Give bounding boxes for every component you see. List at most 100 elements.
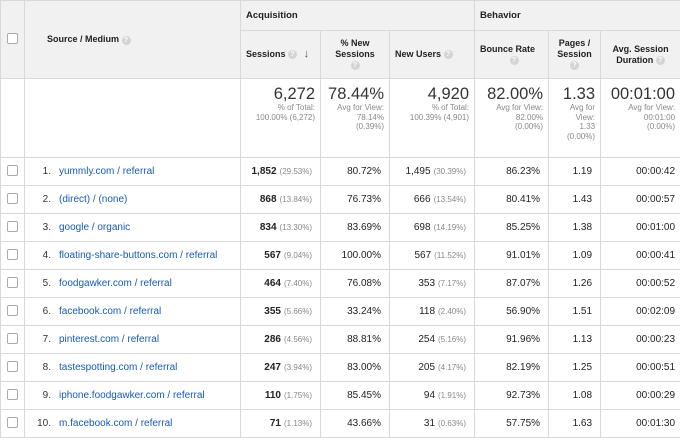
source-medium-link[interactable]: foodgawker.com / referral	[59, 278, 172, 289]
row-bounce-rate: 56.90%	[474, 297, 550, 326]
avg-duration-header[interactable]: Avg. Session Duration ?	[600, 30, 680, 79]
totals-sub: Avg for View:	[628, 103, 676, 112]
source-medium-link[interactable]: facebook.com / referral	[59, 306, 162, 317]
new-users-header[interactable]: New Users ?	[388, 30, 476, 79]
sessions-value: 355	[264, 306, 281, 317]
table-row: 7. pinterest.com / referral 286 (4.56%) 88…	[0, 325, 680, 354]
row-checkbox[interactable]	[7, 220, 18, 232]
totals-sub: Avg for	[569, 103, 596, 112]
sessions-pct: (3.94%)	[283, 363, 312, 372]
row-sessions: 355 (5.66%)	[240, 297, 321, 326]
source-medium-link[interactable]: yummly.com / referral	[59, 166, 155, 177]
row-avg-duration: 00:00:29	[600, 381, 680, 410]
help-icon[interactable]: ?	[288, 50, 298, 60]
new-users-value: 118	[419, 306, 436, 317]
source-medium-link[interactable]: (direct) / (none)	[59, 194, 128, 205]
totals-sub: (0.00%)	[515, 122, 544, 131]
table-row: 1. yummly.com / referral 1,852 (29.53%) 80…	[0, 157, 680, 186]
row-checkbox[interactable]	[7, 248, 18, 260]
totals-sub: 1.33	[579, 122, 596, 131]
totals-new-users: 4,920 % of Total: 100.39% (4,901)	[388, 78, 476, 158]
totals-avg-duration-value: 00:01:00	[610, 85, 676, 103]
new-users-value: 698	[413, 222, 431, 233]
totals-sessions-value: 6,272	[273, 85, 315, 103]
new-users-value: 205	[418, 362, 436, 373]
row-index: 5.	[42, 278, 51, 289]
row-sessions: 71 (1.13%)	[240, 409, 321, 438]
source-medium-link[interactable]: google / organic	[59, 222, 131, 233]
totals-pct-new: 78.44% Avg for View: 78.14% (0.39%)	[320, 78, 390, 158]
row-pages-session: 1.38	[548, 213, 602, 242]
help-icon[interactable]: ?	[121, 35, 131, 45]
help-icon[interactable]: ?	[509, 55, 519, 65]
sort-down-icon[interactable]: ↓	[303, 48, 310, 60]
row-new-users: 94 (1.91%)	[388, 381, 476, 410]
help-icon[interactable]: ?	[655, 55, 665, 65]
row-checkbox-cell	[0, 157, 25, 186]
row-checkbox[interactable]	[7, 276, 18, 288]
row-checkbox[interactable]	[7, 388, 18, 400]
source-medium-link[interactable]: tastespotting.com / referral	[59, 362, 178, 373]
row-bounce-rate: 82.19%	[474, 353, 550, 382]
table-row: 10. m.facebook.com / referral 71 (1.13%) 4…	[0, 409, 680, 438]
row-pages-session: 1.63	[548, 409, 602, 438]
new-users-pct: (13.54%)	[433, 195, 467, 204]
row-checkbox-cell	[0, 213, 25, 242]
new-users-pct: (4.17%)	[438, 363, 467, 372]
row-checkbox[interactable]	[7, 416, 18, 428]
row-avg-duration: 00:00:51	[600, 353, 680, 382]
pct-new-sessions-header[interactable]: % New Sessions ?	[320, 30, 390, 79]
row-new-users: 698 (14.19%)	[388, 213, 476, 242]
source-medium-link[interactable]: m.facebook.com / referral	[59, 418, 173, 429]
bounce-rate-header[interactable]: Bounce Rate ?	[474, 30, 550, 79]
row-checkbox-cell	[0, 353, 25, 382]
totals-sub: 00:01:00	[643, 112, 676, 122]
help-icon[interactable]: ?	[350, 61, 360, 71]
row-checkbox[interactable]	[7, 360, 18, 372]
row-bounce-rate: 92.73%	[474, 381, 550, 410]
help-icon[interactable]: ?	[443, 50, 453, 60]
row-checkbox[interactable]	[7, 192, 18, 204]
row-pages-session: 1.51	[548, 297, 602, 326]
row-new-users: 31 (0.63%)	[388, 409, 476, 438]
pages-session-header[interactable]: Pages / Session ?	[548, 30, 602, 79]
new-users-pct: (7.17%)	[438, 279, 467, 288]
row-source-cell: 10. m.facebook.com / referral	[24, 409, 241, 438]
totals-sub: (0.00%)	[567, 131, 596, 141]
row-avg-duration: 00:00:52	[600, 269, 680, 298]
row-source-cell: 1. yummly.com / referral	[24, 157, 241, 186]
row-new-users: 1,495 (30.39%)	[388, 157, 476, 186]
source-medium-link[interactable]: floating-share-buttons.com / referral	[59, 250, 218, 261]
row-bounce-rate: 85.25%	[474, 213, 550, 242]
sessions-value: 286	[264, 334, 281, 345]
row-sessions: 567 (9.04%)	[240, 241, 321, 270]
help-icon[interactable]: ?	[570, 61, 580, 71]
row-index: 7.	[42, 334, 51, 345]
totals-sub: 82.00%	[515, 112, 544, 122]
select-all-checkbox[interactable]	[7, 32, 18, 44]
row-new-users: 205 (4.17%)	[388, 353, 476, 382]
totals-sub: View:	[575, 112, 596, 122]
source-medium-link[interactable]: pinterest.com / referral	[59, 334, 160, 345]
row-source-cell: 5. foodgawker.com / referral	[24, 269, 241, 298]
acquisition-group-header: Acquisition	[239, 0, 476, 31]
totals-pages-session: 1.33 Avg for View: 1.33 (0.00%)	[548, 78, 602, 158]
row-pct-new: 83.00%	[320, 353, 390, 382]
source-medium-header[interactable]: Source / Medium ?	[24, 0, 241, 79]
sessions-value: 247	[264, 362, 281, 373]
new-users-value: 353	[418, 278, 436, 289]
row-pct-new: 80.72%	[320, 157, 390, 186]
row-avg-duration: 00:01:30	[600, 409, 680, 438]
row-pages-session: 1.13	[548, 325, 602, 354]
totals-bounce-rate: 82.00% Avg for View: 82.00% (0.00%)	[474, 78, 550, 158]
new-users-pct: (1.91%)	[438, 391, 467, 400]
sessions-header[interactable]: Sessions ? ↓	[240, 30, 321, 79]
source-medium-link[interactable]: iphone.foodgawker.com / referral	[59, 390, 205, 401]
row-checkbox[interactable]	[7, 332, 18, 344]
row-checkbox-cell	[0, 185, 25, 214]
bounce-rate-label: Bounce Rate	[480, 43, 536, 54]
row-checkbox[interactable]	[7, 164, 18, 176]
row-index: 9.	[42, 390, 51, 401]
row-avg-duration: 00:00:41	[600, 241, 680, 270]
row-checkbox[interactable]	[7, 304, 18, 316]
